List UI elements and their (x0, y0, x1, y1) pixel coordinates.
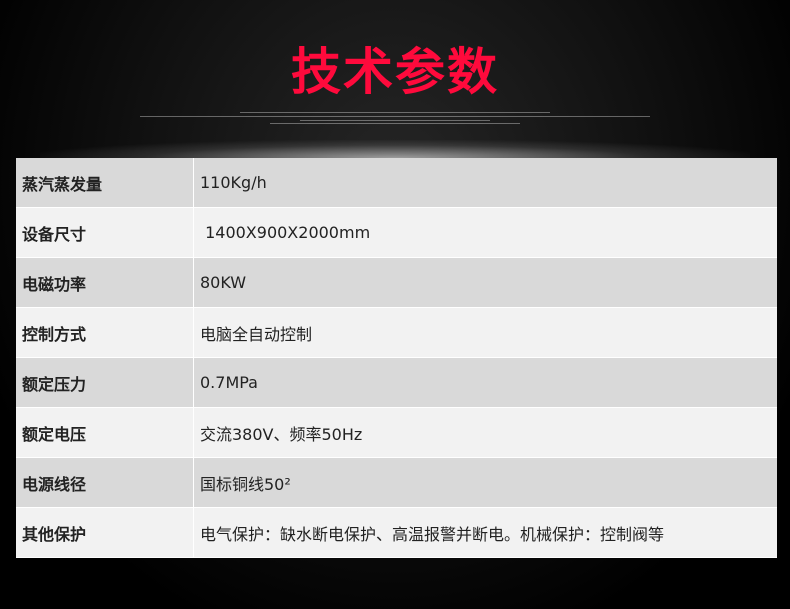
table-row: 蒸汽蒸发量 110Kg/h (16, 158, 777, 208)
spec-label: 电磁功率 (16, 257, 194, 308)
table-row: 其他保护 电气保护：缺水断电保护、高温报警并断电。机械保护：控制阀等 (16, 507, 777, 558)
table-row: 额定压力 0.7MPa (16, 357, 777, 408)
spec-value: 电脑全自动控制 (193, 307, 777, 358)
table-row: 电源线径 国标铜线50² (16, 457, 777, 508)
spec-label: 额定电压 (16, 407, 194, 458)
page-title: 技术参数 (291, 43, 499, 101)
spec-value: 电气保护：缺水断电保护、高温报警并断电。机械保护：控制阀等 (193, 507, 777, 558)
table-row: 额定电压 交流380V、频率50Hz (16, 407, 777, 458)
spec-label: 额定压力 (16, 357, 194, 408)
spec-value: 0.7MPa (193, 357, 777, 408)
table-row: 设备尺寸 1400X900X2000mm (16, 207, 777, 258)
spec-label: 其他保护 (16, 507, 194, 558)
table-row: 控制方式 电脑全自动控制 (16, 307, 777, 358)
spec-label: 控制方式 (16, 307, 194, 358)
glow-divider (40, 140, 750, 158)
spec-label: 蒸汽蒸发量 (16, 158, 194, 208)
spec-table: 蒸汽蒸发量 110Kg/h 设备尺寸 1400X900X2000mm 电磁功率 80KW… (16, 158, 777, 558)
table-row: 电磁功率 80KW (16, 257, 777, 308)
spec-value: 80KW (193, 257, 777, 308)
spec-label: 设备尺寸 (16, 207, 194, 258)
spec-value: 110Kg/h (193, 158, 777, 208)
spec-value: 1400X900X2000mm (193, 207, 777, 258)
spec-value: 国标铜线50² (193, 457, 777, 508)
spec-value: 交流380V、频率50Hz (193, 407, 777, 458)
spec-label: 电源线径 (16, 457, 194, 508)
